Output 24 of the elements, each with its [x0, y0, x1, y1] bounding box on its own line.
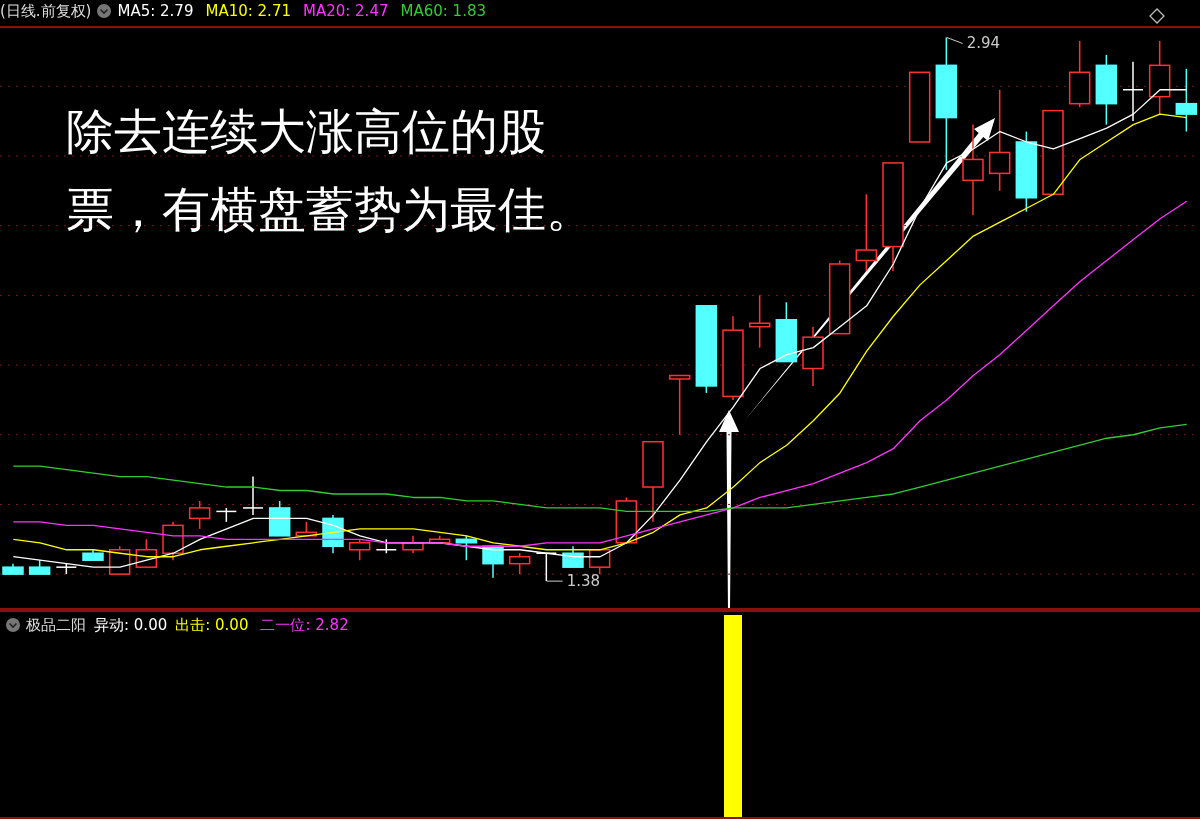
annotation: 异动: 0.00	[94, 615, 168, 635]
candlestick	[188, 500, 211, 530]
candlestick	[668, 374, 691, 436]
candlestick	[562, 545, 584, 568]
candlestick	[962, 123, 984, 216]
candlestick	[508, 552, 531, 575]
candlestick	[748, 294, 771, 349]
text: 出击: 0.00	[175, 615, 249, 635]
candlestick	[855, 193, 878, 272]
candlestick	[242, 475, 264, 516]
chart-title: (日线.前复权)	[0, 1, 92, 21]
text: MA20: 2.47	[302, 2, 389, 20]
annotation: 2.94	[966, 34, 1001, 53]
text: MA5: 2.79	[117, 2, 194, 20]
chart-title: 极品二阳	[26, 615, 86, 635]
annotation: 1.38	[566, 572, 601, 591]
candlestick	[1175, 68, 1198, 133]
candlestick	[455, 535, 478, 561]
annotation: 除去连续大涨高位的股票，有横盘蓄势为最佳。	[66, 102, 594, 239]
text: MA60: 1.83	[400, 2, 486, 20]
text: MA10: 2.71	[205, 2, 291, 20]
candlestick	[988, 88, 1011, 192]
annotation: 二一位: 2.82	[260, 615, 349, 635]
candlestick	[348, 538, 371, 561]
